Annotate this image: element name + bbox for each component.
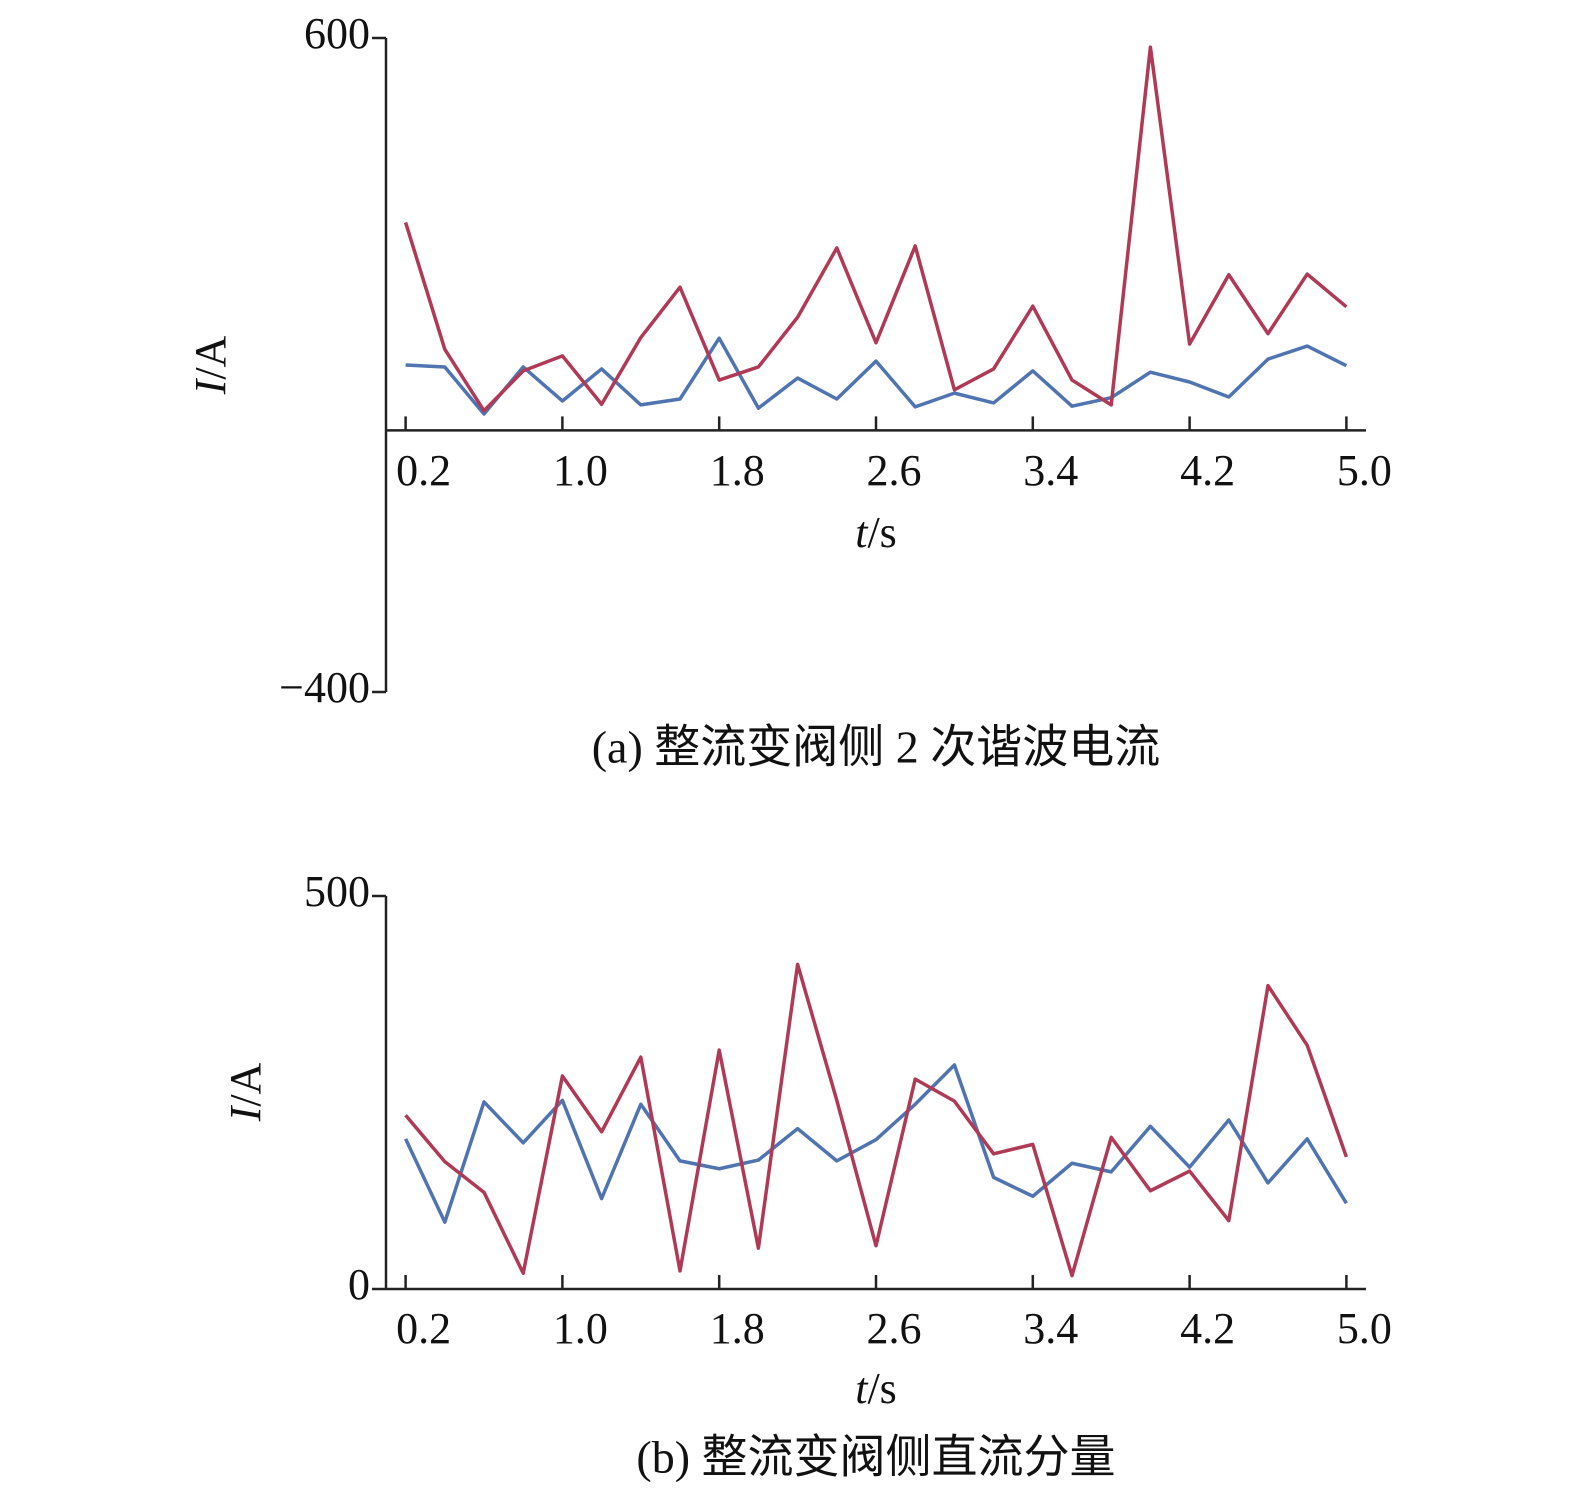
x-tick-label: 0.2 — [396, 446, 451, 495]
y-axis-label: I/A — [221, 1062, 270, 1122]
y-tick-label: 500 — [304, 867, 370, 916]
x-tick-label: 3.4 — [1023, 1304, 1078, 1353]
y-tick-label: 600 — [304, 9, 370, 58]
x-tick-label: 1.8 — [710, 446, 765, 495]
x-tick-label: 1.0 — [553, 446, 608, 495]
x-tick-label: 1.0 — [553, 1304, 608, 1353]
x-tick-label: 5.0 — [1337, 446, 1392, 495]
data-line — [405, 336, 1348, 416]
data-line — [404, 1063, 1348, 1224]
x-tick-label: 5.0 — [1337, 1304, 1392, 1353]
x-tick-label: 4.2 — [1180, 446, 1235, 495]
x-tick-label: 2.6 — [867, 446, 922, 495]
data-line — [403, 45, 1348, 413]
x-tick-label: 2.6 — [867, 1304, 922, 1353]
x-tick-label: 4.2 — [1180, 1304, 1235, 1353]
chart-caption: (b) 整流变阀侧直流分量 — [636, 1432, 1115, 1483]
y-tick-label: −400 — [279, 663, 370, 712]
x-tick-label: 0.2 — [396, 1304, 451, 1353]
data-line — [404, 962, 1349, 1278]
chart-caption: (a) 整流变阀侧 2 次谐波电流 — [592, 722, 1161, 773]
x-tick-label: 3.4 — [1023, 446, 1078, 495]
x-axis-label: t/s — [855, 1364, 897, 1413]
x-axis-label: t/s — [855, 508, 897, 557]
x-tick-label: 1.8 — [710, 1304, 765, 1353]
y-tick-label: 0 — [348, 1260, 370, 1309]
y-axis-label: I/A — [186, 335, 235, 395]
